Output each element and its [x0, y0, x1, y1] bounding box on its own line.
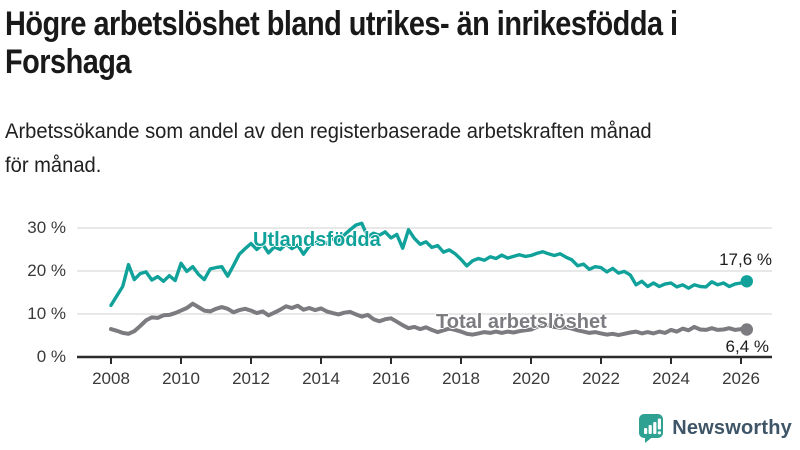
x-axis-tick-label: 2022 — [582, 369, 620, 388]
x-axis-tick-label: 2016 — [372, 369, 410, 388]
line-series-1 — [109, 221, 749, 308]
subtitle-line-1: Arbetssökande som andel av den registerb… — [5, 120, 652, 143]
y-axis-tick-label: 0 % — [36, 347, 66, 366]
title-line-1: Högre arbetslöshet bland utrikes- än inr… — [5, 5, 678, 43]
subtitle-line-2: för månad. — [5, 154, 102, 177]
y-axis-tick-label: 10 % — [27, 304, 66, 323]
newsworthy-logo[interactable]: Newsworthy — [638, 413, 792, 444]
x-axis-tick-label: 2020 — [512, 369, 550, 388]
end-value-label-total: 6,4 % — [725, 337, 769, 356]
x-axis-tick-label: 2018 — [442, 369, 480, 388]
y-axis-tick-label: 20 % — [27, 261, 66, 280]
brand-name: Newsworthy — [672, 417, 792, 439]
end-value-label-utlandsfodda: 17,6 % — [719, 250, 772, 269]
page-title: Högre arbetslöshet bland utrikes- än inr… — [5, 5, 678, 81]
line-series-0 — [109, 301, 749, 338]
series-label-utlandsfodda: Utlandsfödda — [253, 229, 381, 251]
x-axis-tick-label: 2024 — [652, 369, 690, 388]
series-end-dot-1 — [740, 275, 753, 288]
series-end-dot-0 — [740, 323, 753, 336]
x-axis-tick-label: 2014 — [302, 369, 340, 388]
x-axis-tick-label: 2010 — [162, 369, 200, 388]
title-line-2: Forshaga — [5, 43, 132, 81]
x-axis-tick-label: 2026 — [722, 369, 760, 388]
series-label-total-arbetsloshet: Total arbetslöshet — [436, 311, 607, 333]
newsworthy-speech-bubble-bar-chart-icon — [639, 414, 664, 443]
x-axis-tick-label: 2012 — [232, 369, 270, 388]
y-axis-tick-label: 30 % — [27, 218, 66, 237]
chart-subtitle: Arbetssökande som andel av den registerb… — [5, 115, 652, 183]
x-axis-tick-label: 2008 — [92, 369, 130, 388]
